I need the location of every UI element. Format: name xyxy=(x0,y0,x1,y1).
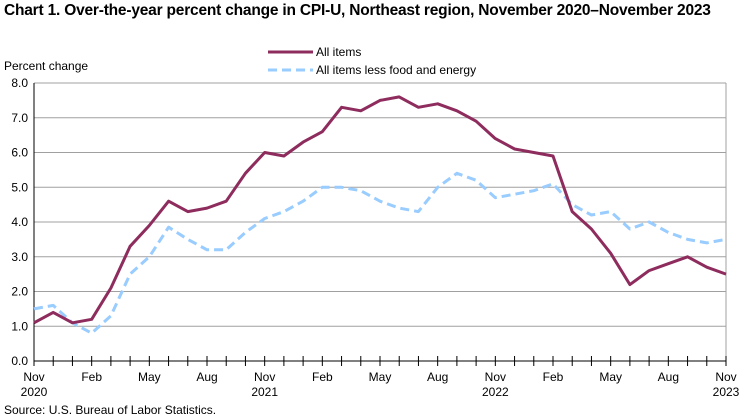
x-tick-label: Aug xyxy=(427,370,448,384)
x-tick-label: Aug xyxy=(658,370,679,384)
x-tick-label: May xyxy=(599,370,622,384)
y-tick-label: 2.0 xyxy=(11,285,28,299)
y-tick-label: 1.0 xyxy=(11,319,28,333)
legend: All items All items less food and energy xyxy=(268,45,476,77)
x-tick-label: May xyxy=(138,370,161,384)
x-tick-label: Feb xyxy=(543,370,564,384)
y-tick-label: 8.0 xyxy=(11,76,28,90)
gridlines xyxy=(34,82,726,327)
legend-label: All items xyxy=(316,45,361,59)
x-tick-year-label: 2023 xyxy=(713,385,740,399)
y-tick-label: 7.0 xyxy=(11,111,28,125)
x-tick-label: Nov xyxy=(485,370,506,384)
x-tick-label: Feb xyxy=(312,370,333,384)
x-tick-label: Nov xyxy=(23,370,44,384)
series-line-all-items xyxy=(33,95,727,325)
legend-label: All items less food and energy xyxy=(316,63,476,77)
x-tick-label: Nov xyxy=(254,370,275,384)
x-tick-label: Feb xyxy=(81,370,102,384)
y-tick-label: 6.0 xyxy=(11,146,28,160)
x-tick-label: Nov xyxy=(715,370,736,384)
x-tick-label: Aug xyxy=(196,370,217,384)
series-line-all-items-less-food-and-energy xyxy=(33,171,727,335)
y-axis-label: Percent change xyxy=(4,59,89,73)
x-tick-year-label: 2021 xyxy=(251,385,278,399)
y-tick-label: 0.0 xyxy=(11,354,28,368)
y-tick-label: 5.0 xyxy=(11,180,28,194)
x-tick-label: May xyxy=(369,370,392,384)
x-tick-year-label: 2022 xyxy=(482,385,509,399)
source-note: Source: U.S. Bureau of Labor Statistics. xyxy=(4,403,217,417)
series-lines xyxy=(33,95,727,335)
y-tick-label: 4.0 xyxy=(11,215,28,229)
x-tick-year-label: 2020 xyxy=(21,385,48,399)
chart-title: Chart 1. Over-the-year percent change in… xyxy=(4,2,711,19)
y-tick-label: 3.0 xyxy=(11,250,28,264)
